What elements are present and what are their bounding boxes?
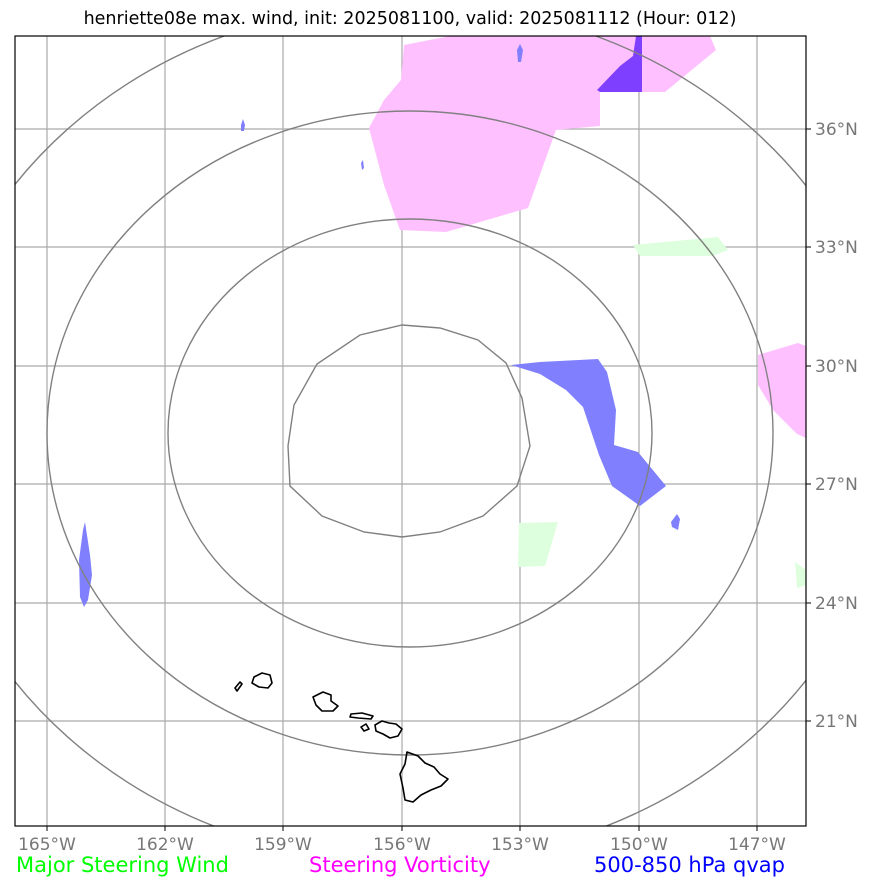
island-oahu bbox=[312, 691, 339, 712]
y-tick-label: 36°N bbox=[815, 120, 858, 140]
chart-title: henriette08e max. wind, init: 2025081100… bbox=[83, 9, 737, 29]
y-tick-label: 33°N bbox=[815, 238, 858, 258]
steering-wind-area-2 bbox=[518, 522, 558, 567]
y-tick-label: 30°N bbox=[815, 357, 858, 377]
x-tick-label: 150°W bbox=[610, 835, 668, 855]
island-niihau bbox=[234, 681, 243, 692]
qvap-area-small-2 bbox=[517, 44, 523, 62]
island-maui bbox=[374, 720, 403, 739]
range-ring-3 bbox=[46, 110, 774, 756]
range-ring-1 bbox=[287, 324, 531, 538]
y-tick-label: 27°N bbox=[815, 475, 858, 495]
legend-steering-wind: Major Steering Wind bbox=[16, 853, 229, 877]
steering-wind-area-3 bbox=[795, 562, 806, 588]
y-tick-label: 24°N bbox=[815, 594, 858, 614]
island-lanai bbox=[360, 723, 370, 732]
legend-qvap: 500-850 hPa qvap bbox=[594, 853, 785, 877]
range-rings bbox=[15, 36, 806, 826]
qvap-area-small-4 bbox=[361, 160, 364, 170]
steering-wind-areas bbox=[518, 237, 806, 588]
overlap-areas bbox=[597, 36, 642, 92]
y-axis-labels: 36°N 33°N 30°N 27°N 24°N 21°N bbox=[815, 120, 858, 732]
overlap-area-1 bbox=[597, 36, 642, 92]
x-axis-labels: 165°W 162°W 159°W 156°W 153°W 150°W 147°… bbox=[18, 835, 786, 855]
qvap-area-main bbox=[511, 359, 666, 506]
island-molokai bbox=[349, 712, 374, 720]
legend-steering-vorticity: Steering Vorticity bbox=[309, 853, 491, 877]
qvap-areas bbox=[79, 44, 680, 607]
x-tick-label: 159°W bbox=[254, 835, 312, 855]
x-tick-label: 162°W bbox=[136, 835, 194, 855]
qvap-area-small-3 bbox=[241, 119, 245, 131]
steering-wind-area-1 bbox=[633, 237, 728, 256]
coastlines bbox=[234, 672, 449, 803]
range-ring-2 bbox=[167, 218, 653, 648]
qvap-area-small-1 bbox=[671, 514, 680, 530]
y-tick-label: 21°N bbox=[815, 712, 858, 732]
vorticity-area-east bbox=[758, 343, 806, 438]
x-tick-label: 165°W bbox=[18, 835, 76, 855]
x-tick-label: 156°W bbox=[373, 835, 431, 855]
x-tick-label: 147°W bbox=[728, 835, 786, 855]
tick-marks bbox=[46, 128, 811, 831]
qvap-area-west bbox=[79, 522, 92, 607]
island-hawaii bbox=[399, 751, 449, 803]
island-kauai bbox=[251, 672, 273, 689]
gridlines bbox=[15, 36, 806, 826]
x-tick-label: 153°W bbox=[491, 835, 549, 855]
plot-frame bbox=[14, 35, 807, 827]
